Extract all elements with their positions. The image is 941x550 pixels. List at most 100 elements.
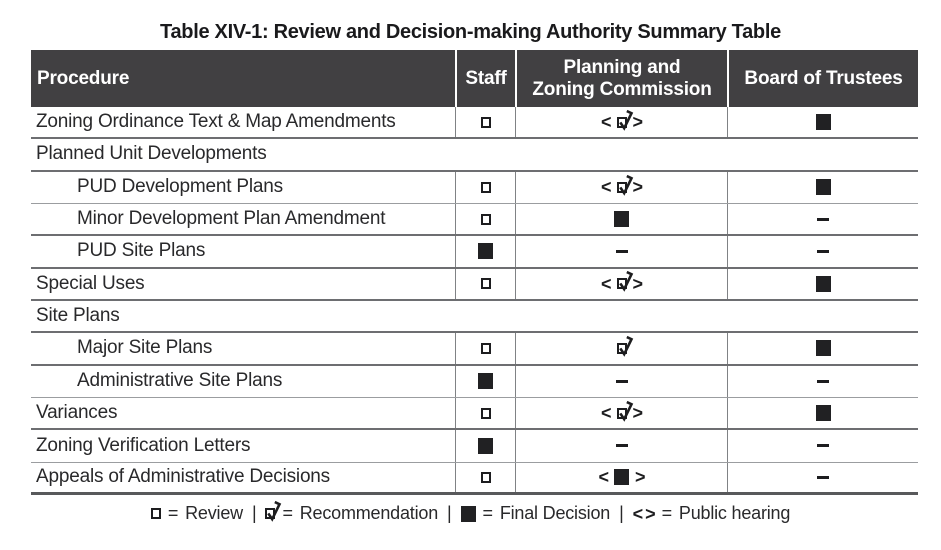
header-planning-zoning-line: Planning and bbox=[563, 56, 681, 78]
open-angle-bracket-icon: < bbox=[598, 467, 608, 488]
header-board-line: Board of Trustees bbox=[744, 67, 903, 89]
legend-item-review: = Review bbox=[150, 503, 243, 524]
no-authority-dash-symbol bbox=[817, 217, 829, 221]
recommendation-checkbox-symbol bbox=[616, 174, 633, 196]
header-procedure-line: Procedure bbox=[37, 67, 130, 89]
recommendation-checkbox-symbol bbox=[616, 271, 633, 293]
recommendation-checkbox-symbol bbox=[616, 400, 633, 422]
open-angle-bracket-icon: < bbox=[600, 273, 611, 294]
procedure-cell: Zoning Ordinance Text & Map Amendments bbox=[36, 111, 396, 133]
public-hearing-brackets: < > bbox=[600, 109, 643, 133]
recommendation-checkbox-symbol bbox=[265, 500, 282, 522]
no-authority-dash-symbol bbox=[817, 249, 829, 253]
table-row: Major Site Plans bbox=[31, 333, 918, 366]
legend-label: Review bbox=[185, 503, 243, 523]
check-mark-icon bbox=[618, 174, 633, 196]
final-decision-symbol bbox=[460, 505, 476, 522]
review-checkbox-symbol bbox=[480, 278, 491, 290]
table-row: Zoning Ordinance Text & Map Amendments < > bbox=[31, 107, 918, 140]
no-authority-dash-symbol bbox=[817, 379, 829, 383]
board-of-trustees-cell bbox=[727, 107, 918, 138]
open-angle-bracket-icon: < bbox=[600, 403, 611, 424]
legend-equals: = bbox=[282, 503, 293, 523]
authority-summary-table: Procedure Staff Planning and Zoning Commiss… bbox=[31, 50, 918, 495]
planning-zoning-cell bbox=[515, 333, 727, 364]
close-angle-bracket-icon: > bbox=[632, 403, 643, 424]
board-of-trustees-cell bbox=[727, 365, 918, 397]
review-checkbox-symbol bbox=[480, 342, 491, 354]
review-checkbox-symbol bbox=[480, 181, 491, 193]
check-mark-icon bbox=[267, 500, 282, 522]
review-checkbox-symbol bbox=[480, 471, 491, 483]
board-of-trustees-cell bbox=[727, 236, 918, 267]
public-hearing-brackets: < > bbox=[600, 400, 643, 424]
board-of-trustees-cell bbox=[727, 462, 918, 492]
final-decision-symbol bbox=[815, 114, 831, 131]
review-checkbox-symbol bbox=[480, 407, 491, 419]
check-mark-icon bbox=[618, 271, 633, 293]
no-authority-dash-symbol bbox=[615, 249, 628, 253]
procedure-cell: Variances bbox=[36, 402, 118, 424]
section-row: Site Plans bbox=[31, 301, 918, 334]
final-decision-symbol bbox=[815, 275, 831, 292]
table-row: Minor Development Plan Amendment bbox=[31, 203, 918, 237]
final-decision-symbol bbox=[478, 243, 493, 260]
procedure-cell: Planned Unit Developments bbox=[36, 143, 267, 165]
planning-zoning-cell: < > bbox=[515, 462, 727, 492]
final-decision-symbol bbox=[815, 340, 831, 357]
final-decision-symbol bbox=[614, 469, 629, 486]
final-decision-symbol bbox=[815, 405, 831, 422]
legend-item-rec: = Recommendation bbox=[265, 500, 439, 524]
legend-label: Recommendation bbox=[299, 503, 439, 523]
close-angle-bracket-icon: > bbox=[632, 177, 643, 198]
legend-label: Final Decision bbox=[499, 503, 611, 523]
staff-cell bbox=[455, 333, 515, 364]
staff-cell bbox=[455, 171, 515, 203]
public-hearing-brackets: < > bbox=[598, 467, 645, 488]
staff-cell bbox=[455, 107, 515, 138]
final-decision-symbol bbox=[478, 373, 493, 390]
final-decision-symbol bbox=[815, 179, 831, 196]
table-title: Table XIV-1: Review and Decision-making … bbox=[160, 21, 781, 43]
board-of-trustees-cell bbox=[727, 333, 918, 364]
check-mark-icon bbox=[618, 109, 633, 131]
procedure-cell: PUD Site Plans bbox=[77, 240, 206, 262]
legend-separator: | bbox=[619, 503, 624, 523]
no-authority-dash-symbol bbox=[817, 444, 829, 448]
table-row: Administrative Site Plans bbox=[31, 365, 918, 398]
open-angle-bracket-icon: < bbox=[600, 112, 611, 133]
close-angle-bracket-icon: > bbox=[635, 467, 645, 488]
check-mark-icon bbox=[618, 400, 633, 422]
close-angle-bracket-icon: > bbox=[645, 503, 655, 524]
procedure-cell: Zoning Verification Letters bbox=[36, 434, 251, 456]
header-planning-zoning-line: Zoning Commission bbox=[532, 78, 712, 100]
board-of-trustees-cell bbox=[727, 171, 918, 203]
board-of-trustees-cell bbox=[727, 268, 918, 299]
recommendation-checkbox-symbol bbox=[616, 335, 633, 357]
open-angle-bracket-icon: < bbox=[632, 503, 643, 524]
procedure-cell: Appeals of Administrative Decisions bbox=[36, 466, 330, 488]
review-checkbox-symbol bbox=[480, 213, 491, 225]
staff-cell bbox=[455, 397, 515, 429]
procedure-cell: Site Plans bbox=[36, 305, 120, 327]
close-angle-bracket-icon: > bbox=[632, 112, 643, 133]
final-decision-symbol bbox=[614, 211, 629, 228]
table-row: PUD Site Plans bbox=[31, 236, 918, 269]
recommendation-checkbox-symbol bbox=[616, 109, 633, 131]
planning-zoning-cell: < > bbox=[515, 268, 727, 299]
no-authority-dash-symbol bbox=[817, 475, 829, 479]
legend-equals: = bbox=[661, 503, 673, 523]
table-row: Zoning Verification Letters bbox=[31, 430, 918, 463]
legend-separator: | bbox=[251, 503, 257, 523]
legend-label: Public hearing bbox=[678, 503, 791, 523]
section-row: Planned Unit Developments bbox=[31, 139, 918, 172]
no-authority-dash-symbol bbox=[615, 379, 628, 383]
close-angle-bracket-icon: > bbox=[632, 273, 643, 294]
legend-separator: | bbox=[447, 503, 452, 523]
board-of-trustees-cell bbox=[727, 397, 918, 429]
staff-cell bbox=[455, 365, 515, 397]
public-hearing-brackets: < > bbox=[601, 174, 643, 198]
header-board: Board of Trustees bbox=[727, 50, 918, 107]
legend-item-final: = Final Decision bbox=[460, 503, 611, 524]
